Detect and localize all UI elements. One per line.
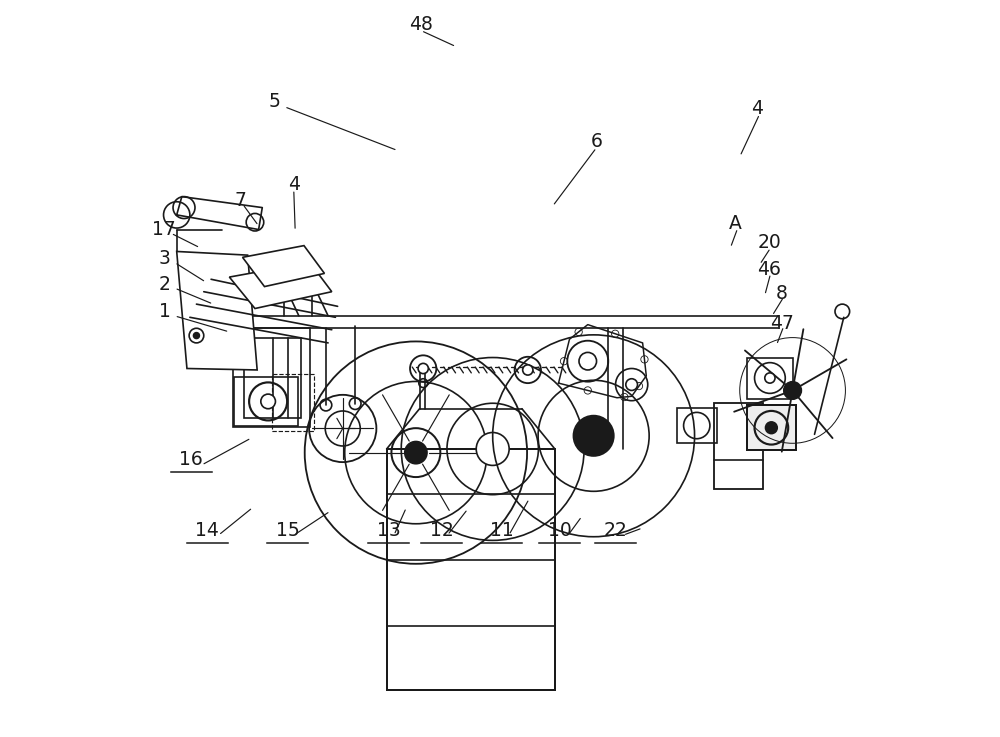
Bar <box>677 408 717 443</box>
Circle shape <box>765 373 775 383</box>
Circle shape <box>573 416 614 456</box>
Text: 7: 7 <box>234 191 246 210</box>
Text: 47: 47 <box>770 314 794 332</box>
Bar <box>747 405 796 450</box>
Circle shape <box>476 433 509 466</box>
Text: 20: 20 <box>757 233 781 252</box>
Circle shape <box>523 365 533 375</box>
Text: A: A <box>729 214 742 233</box>
Text: 12: 12 <box>430 521 453 540</box>
Bar <box>272 374 314 430</box>
Circle shape <box>579 352 597 370</box>
Text: 46: 46 <box>757 260 781 279</box>
Text: 14: 14 <box>195 521 219 540</box>
Text: 15: 15 <box>276 521 300 540</box>
Text: 5: 5 <box>269 92 281 111</box>
Text: 22: 22 <box>604 521 627 540</box>
Text: 17: 17 <box>152 220 175 239</box>
Text: 11: 11 <box>490 521 513 540</box>
Text: 10: 10 <box>548 521 572 540</box>
Text: 4: 4 <box>288 175 300 194</box>
Circle shape <box>261 394 275 409</box>
Bar <box>387 449 555 691</box>
Text: 8: 8 <box>776 284 788 304</box>
Text: 48: 48 <box>409 15 433 34</box>
Text: 16: 16 <box>179 450 203 469</box>
Text: 6: 6 <box>591 132 602 151</box>
Polygon shape <box>229 262 332 309</box>
Bar <box>714 403 763 489</box>
Bar <box>244 338 301 418</box>
Text: 1: 1 <box>159 302 171 321</box>
Circle shape <box>405 441 427 464</box>
Circle shape <box>194 332 199 338</box>
Circle shape <box>784 382 801 399</box>
Bar <box>747 357 793 399</box>
Text: 3: 3 <box>159 249 171 268</box>
Bar <box>233 328 310 427</box>
Circle shape <box>418 363 428 374</box>
Text: 13: 13 <box>377 521 401 540</box>
Circle shape <box>766 422 777 433</box>
Text: 2: 2 <box>159 275 171 294</box>
Circle shape <box>626 379 638 391</box>
Polygon shape <box>177 251 257 370</box>
Circle shape <box>189 328 204 343</box>
Bar <box>234 377 298 425</box>
Text: 4: 4 <box>751 99 763 119</box>
Polygon shape <box>243 245 324 287</box>
